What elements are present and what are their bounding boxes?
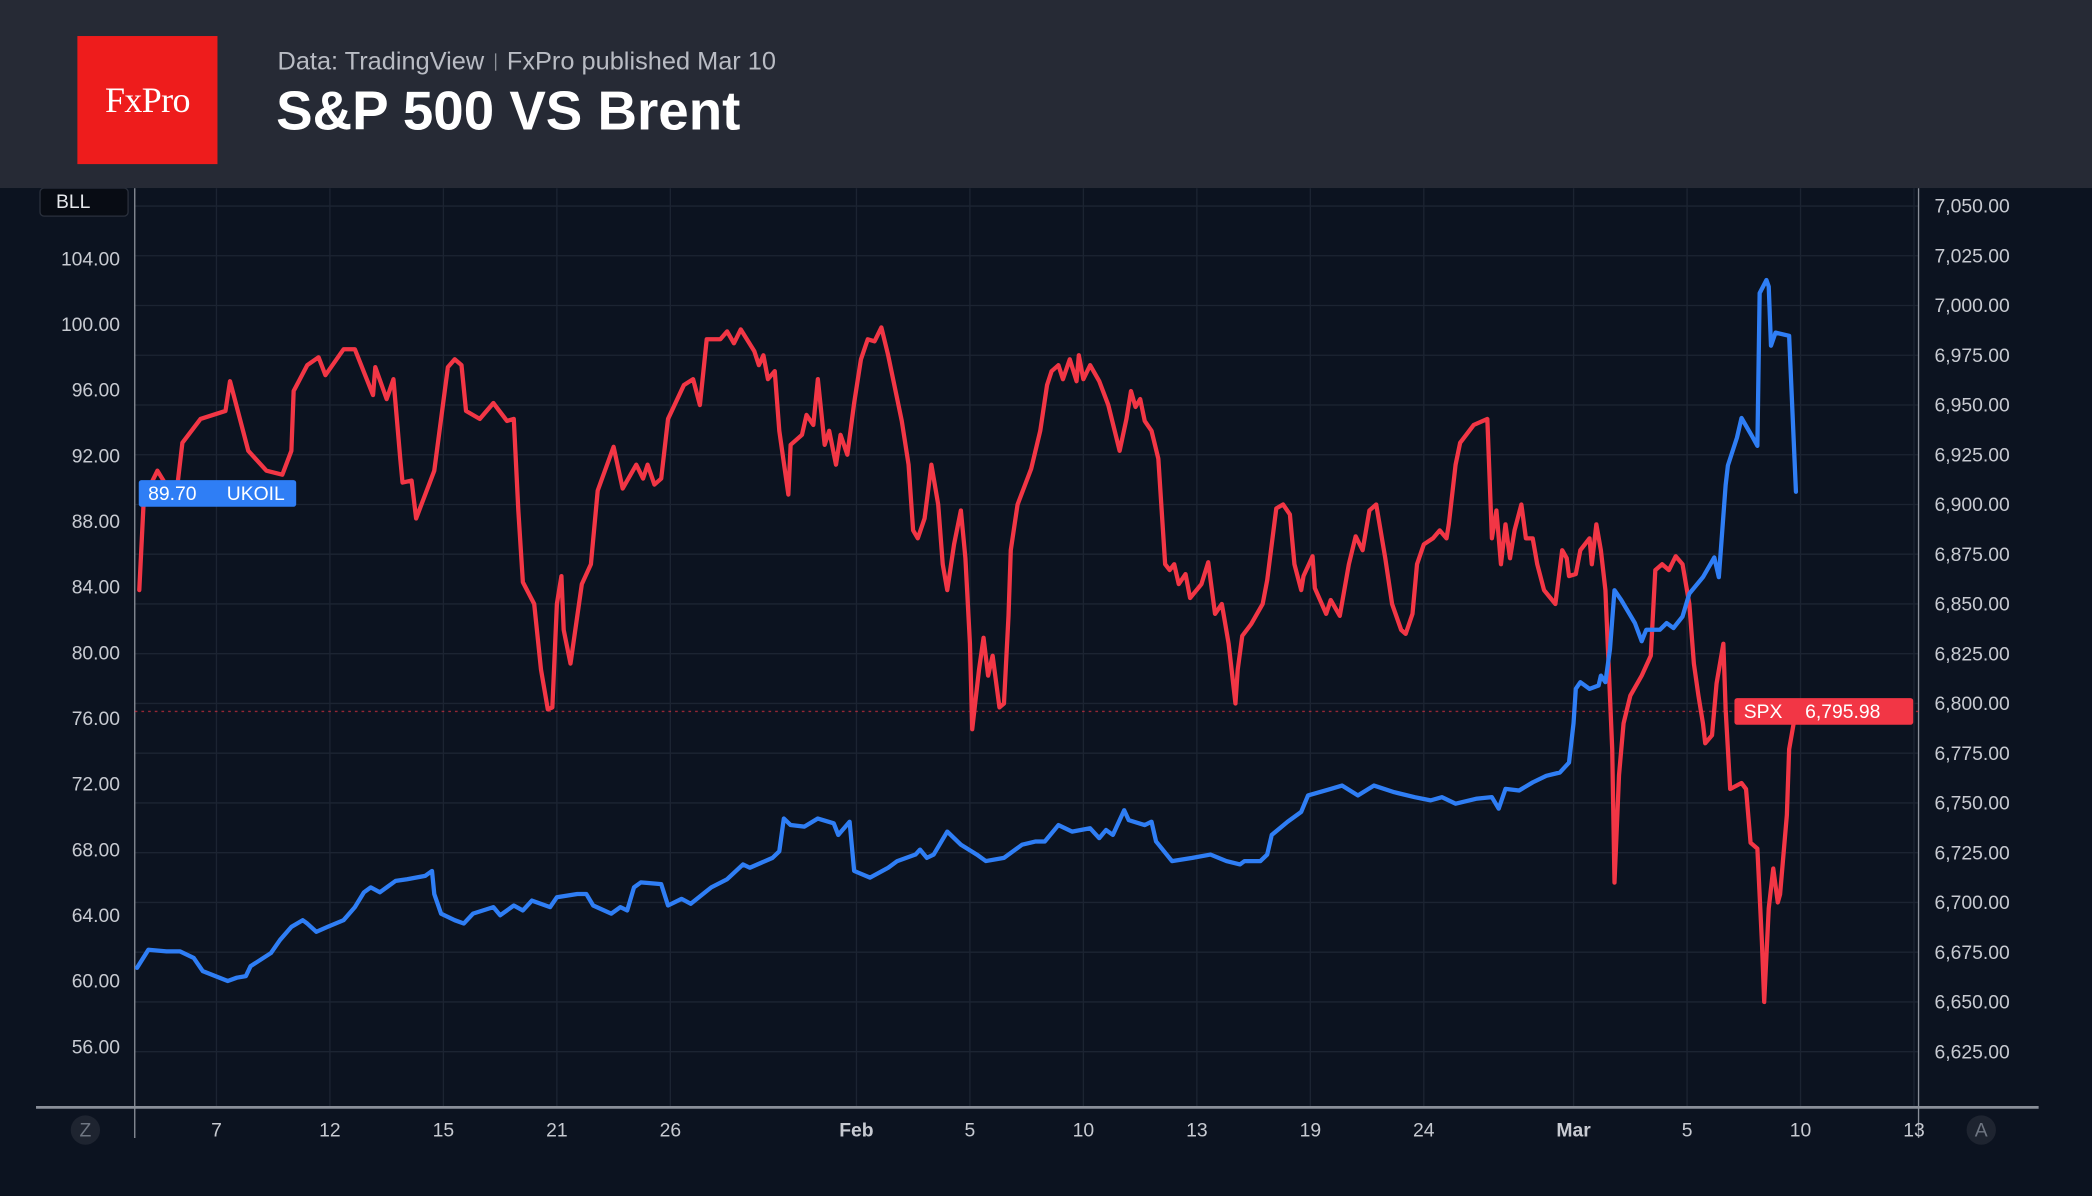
ukoil-last-value: 89.70 [148,483,196,505]
right-axis-label: 6,975.00 [1935,345,2010,367]
published-date: FxPro published Mar 10 [506,48,776,77]
left-axis-label: 64.00 [72,905,120,927]
right-axis-label: 7,050.00 [1935,196,2010,218]
ukoil-symbol: UKOIL [227,483,285,505]
right-axis-label: 7,000.00 [1935,295,2010,317]
ukoil-line [134,277,1799,984]
auto-scale-label: A [1975,1120,1988,1142]
left-axis-label: 72.00 [72,774,120,796]
x-axis-label: 21 [546,1120,568,1142]
spx-price-badge [1734,698,1914,725]
ukoil-price-badge [138,480,297,507]
data-source: Data: TradingView [277,48,485,77]
left-axis-label: 104.00 [61,248,120,270]
right-axis-label: 6,825.00 [1935,643,2010,665]
spx-line [137,325,1801,1005]
right-axis-label: 6,650.00 [1935,992,2010,1014]
source-line: Data: TradingView FxPro published Mar 10 [278,48,776,77]
right-axis-label: 6,800.00 [1935,693,2010,715]
right-axis-label: 6,875.00 [1935,544,2010,566]
left-axis-label: 96.00 [72,380,120,402]
left-axis-label: 56.00 [72,1036,120,1058]
fxpro-logo: FxPro [77,36,218,165]
right-axis-label: 6,850.00 [1935,594,2010,616]
right-axis-label: 6,700.00 [1935,892,2010,914]
right-axis-label: 6,950.00 [1935,395,2010,417]
left-axis-label: 76.00 [72,708,120,730]
right-axis-label: 6,625.00 [1935,1041,2010,1063]
left-axis-label: 88.00 [72,511,120,533]
x-axis-label: 5 [1682,1120,1693,1142]
x-axis-label: 26 [660,1120,682,1142]
right-axis-label: 6,900.00 [1935,494,2010,516]
x-axis-label: 24 [1413,1120,1435,1142]
left-axis-label: 60.00 [72,971,120,993]
logo-text: FxPro [105,79,190,120]
x-axis-label: 13 [1186,1120,1208,1142]
unit-badge-label: BLL [56,191,91,213]
x-axis-label: 10 [1073,1120,1095,1142]
x-axis-label: 13 [1903,1120,1925,1142]
x-axis-label: Mar [1556,1120,1591,1142]
auto-scale-button[interactable] [1966,1115,1996,1145]
x-axis-label: 5 [965,1120,976,1142]
unit-badge[interactable] [39,188,129,217]
separator [494,53,497,71]
header: FxPro Data: TradingView FxPro published M… [0,0,2092,189]
right-axis-label: 6,675.00 [1935,942,2010,964]
chart-title: S&P 500 VS Brent [276,80,741,142]
left-axis-label: 92.00 [72,445,120,467]
zoom-reset-label: Z [79,1120,91,1142]
spx-last-value: 6,795.98 [1805,701,1880,723]
chart-area: 7,050.00 7,025.00 7,000.00 6,975.00 6,950.00… [0,188,2092,1196]
left-axis-label: 80.00 [72,642,120,664]
x-axis-label: 19 [1300,1120,1322,1142]
right-axis-label: 6,750.00 [1935,793,2010,815]
x-axis-label: Feb [839,1120,874,1142]
left-axis-label: 68.00 [72,839,120,861]
x-axis-label: 7 [211,1120,222,1142]
spx-symbol: SPX [1744,701,1783,723]
x-axis-label: 10 [1790,1120,1812,1142]
right-axis-label: 6,775.00 [1935,743,2010,765]
x-axis-label: 12 [319,1120,340,1142]
right-axis-label: 6,725.00 [1935,842,2010,864]
plot-background [0,188,2092,1196]
x-axis-label: 15 [433,1120,455,1142]
left-axis-label: 100.00 [61,314,120,336]
zoom-reset-button[interactable] [70,1115,101,1145]
right-axis-label: 7,025.00 [1935,245,2010,267]
right-axis-label: 6,925.00 [1935,444,2010,466]
left-axis-label: 84.00 [72,577,120,599]
